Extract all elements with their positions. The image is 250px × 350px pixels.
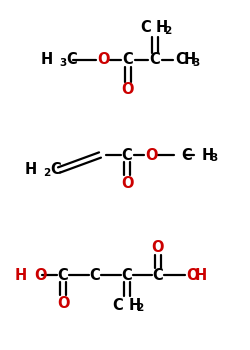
Text: 3: 3 [59,58,66,68]
Text: H: H [195,267,207,282]
Text: O: O [145,147,157,162]
Text: C: C [50,162,61,177]
Text: C: C [122,267,132,282]
Text: C: C [122,52,134,68]
Text: C: C [90,267,101,282]
Text: 2: 2 [43,168,50,178]
Text: H: H [156,21,168,35]
Text: O: O [34,267,46,282]
Text: H: H [41,52,53,68]
Text: C: C [181,147,192,162]
Text: C: C [66,52,77,68]
Text: O: O [122,83,134,98]
Text: C: C [175,52,186,68]
Text: H: H [184,52,196,68]
Text: O: O [97,52,109,68]
Text: 2: 2 [164,26,171,36]
Text: O: O [57,295,69,310]
Text: C: C [122,147,132,162]
Text: O: O [152,239,164,254]
Text: O: O [186,267,198,282]
Text: H: H [202,147,214,162]
Text: 3: 3 [192,58,199,68]
Text: H: H [129,298,141,313]
Text: C: C [112,298,123,313]
Text: C: C [140,21,151,35]
Text: H: H [25,162,37,177]
Text: O: O [121,175,133,190]
Text: 2: 2 [136,303,143,313]
Text: C: C [150,52,160,68]
Text: C: C [58,267,68,282]
Text: C: C [152,267,164,282]
Text: H: H [15,267,27,282]
Text: 3: 3 [210,153,217,163]
